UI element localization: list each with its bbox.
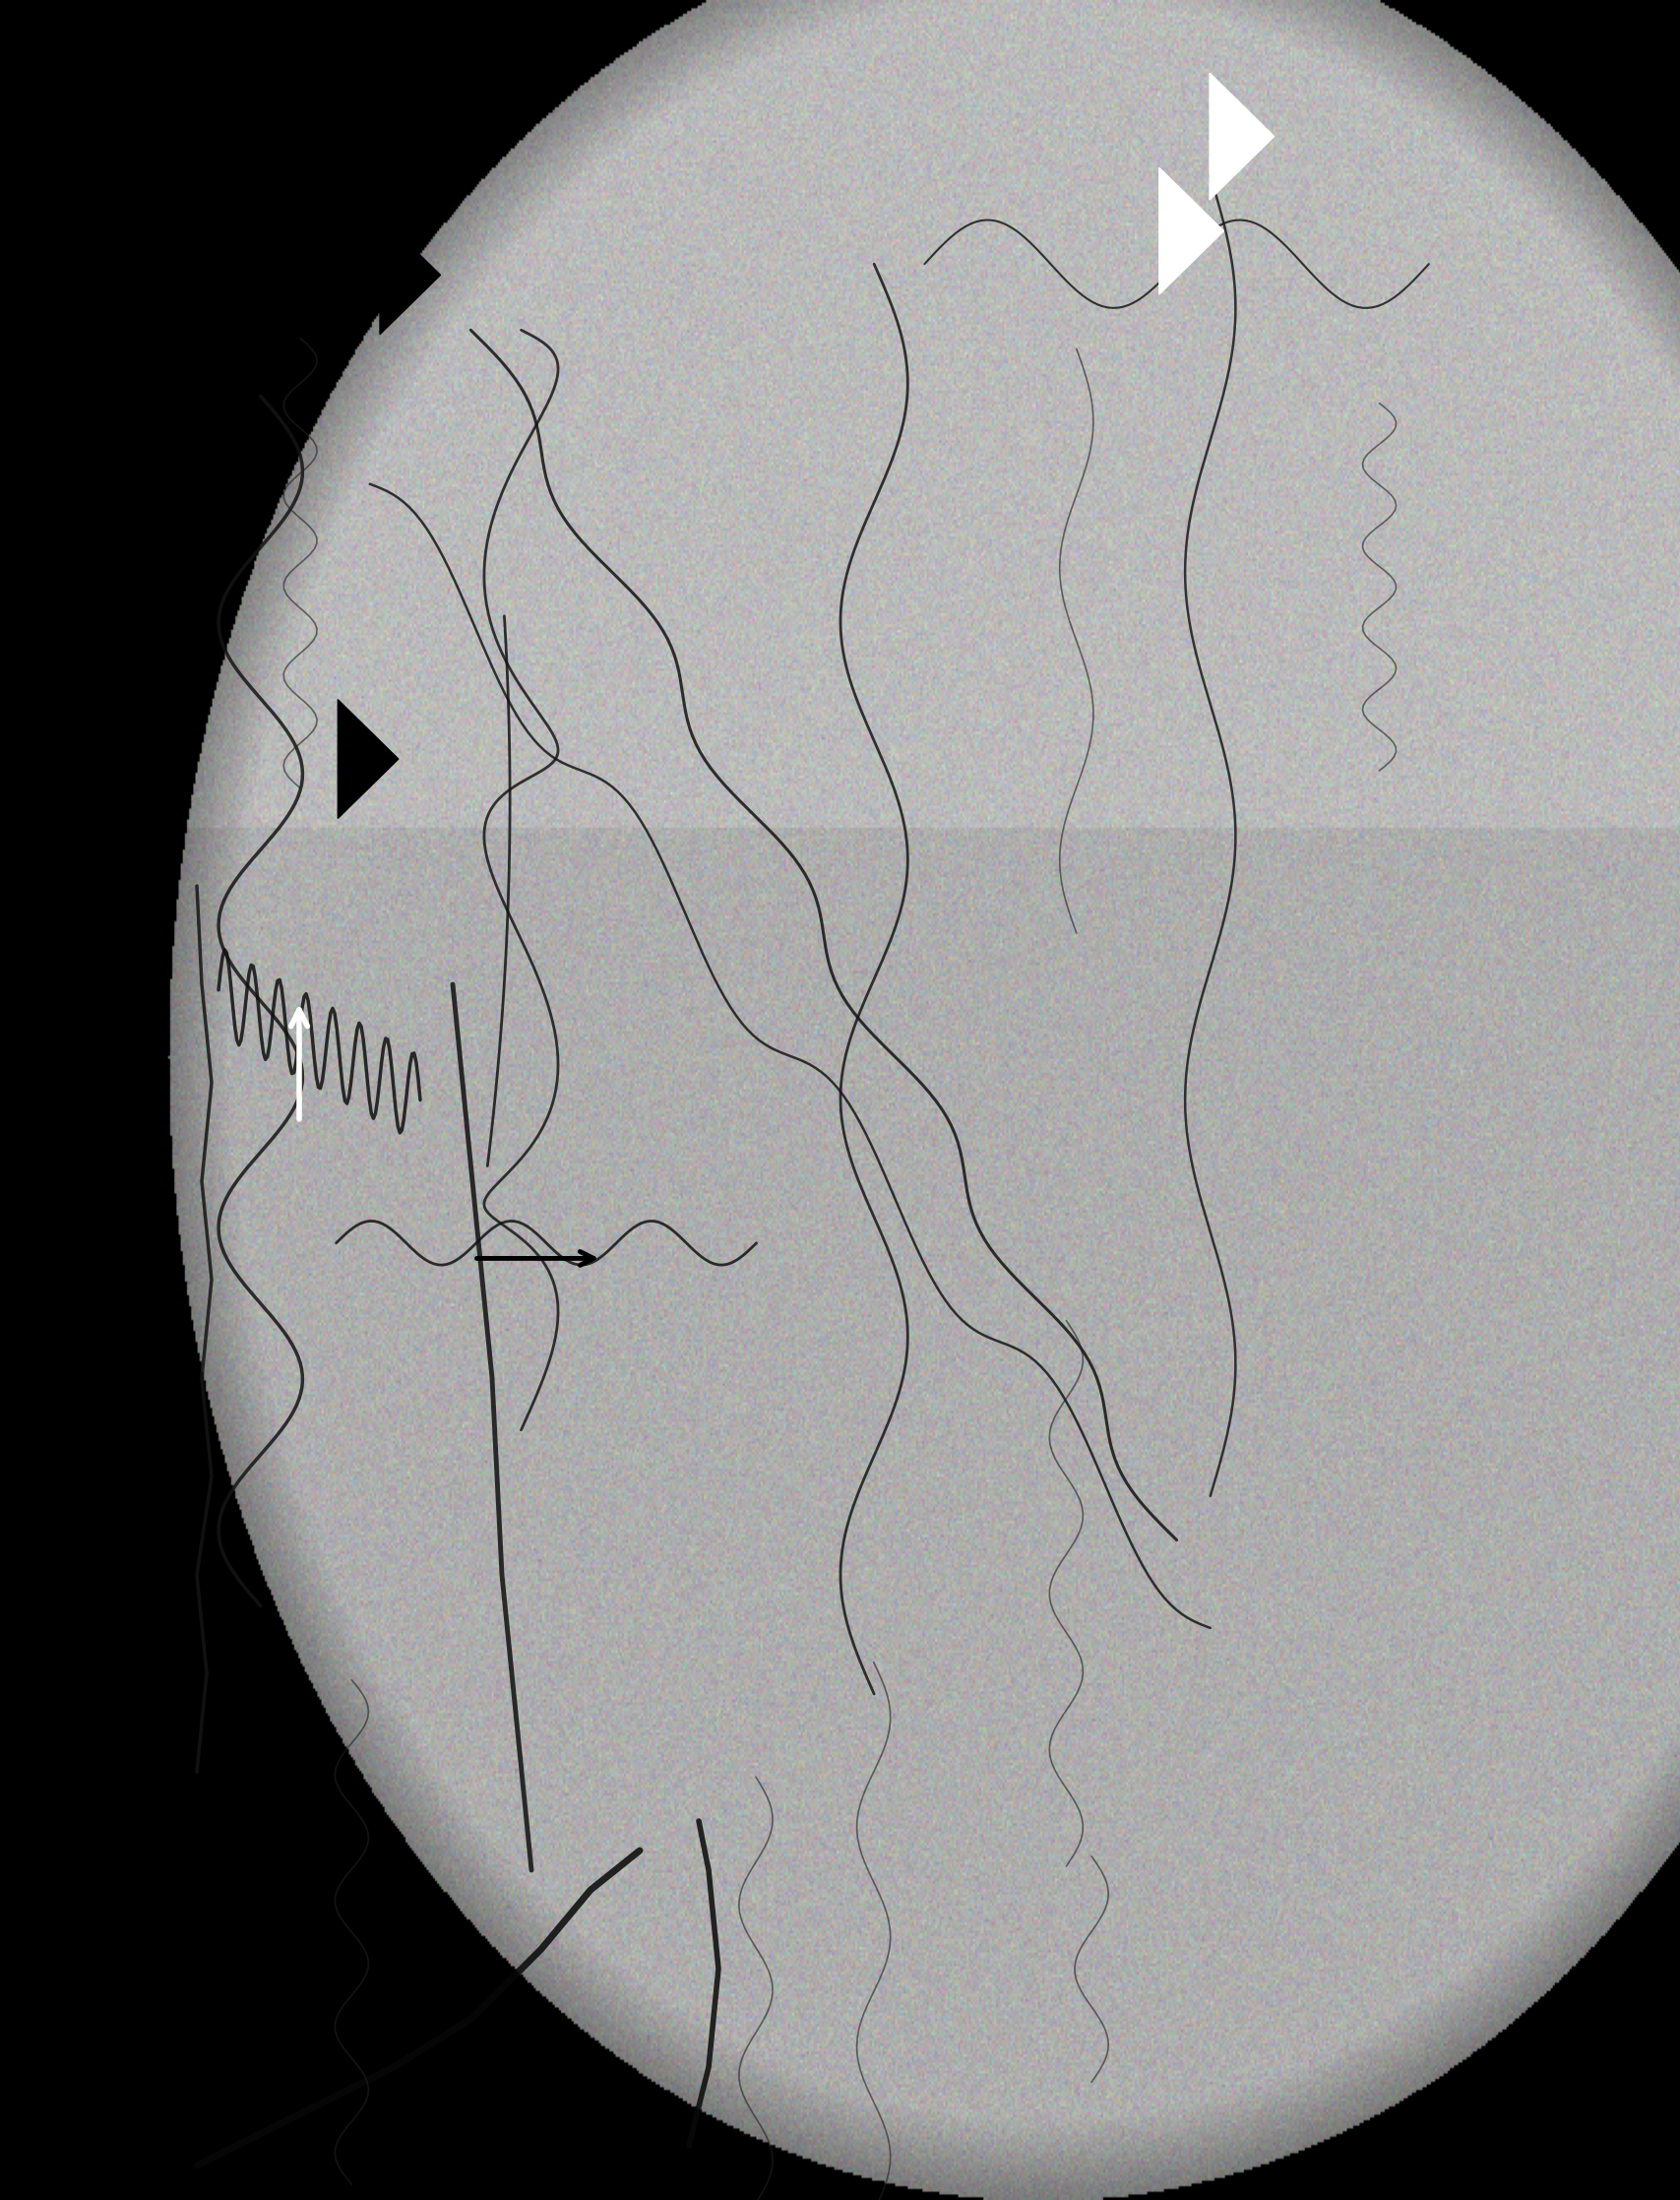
Polygon shape — [338, 700, 398, 818]
Polygon shape — [380, 216, 440, 334]
Polygon shape — [1210, 73, 1273, 200]
Polygon shape — [1159, 167, 1223, 295]
